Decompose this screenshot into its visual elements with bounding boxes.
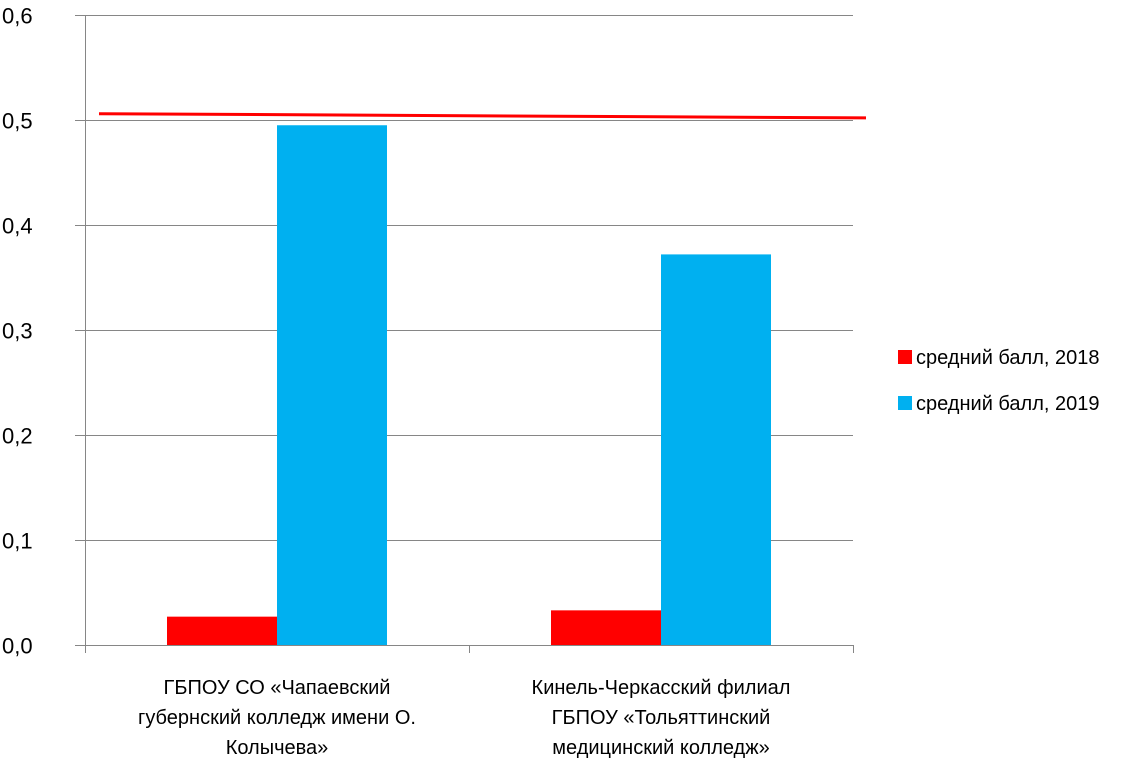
y-tick-label: 0,1 [2, 529, 33, 554]
bars [167, 125, 771, 645]
y-tick-label: 0,3 [2, 319, 33, 344]
y-tick-label: 0,2 [2, 424, 33, 449]
bar-2018-category-2 [551, 610, 661, 645]
x-category-label-line: Кинель-Черкасский филиал [532, 677, 791, 699]
reference-lines [98, 112, 867, 120]
y-tick-label: 0,0 [2, 634, 33, 659]
y-tick-label: 0,5 [2, 109, 33, 134]
reference-line [98, 112, 867, 120]
x-category-label-line: Колычева» [226, 737, 329, 759]
x-category-label-line: медицинский колледж» [552, 737, 769, 759]
legend-label: средний балл, 2019 [916, 393, 1100, 415]
y-tick-labels: 0,0 0,1 0,2 0,3 0,4 0,5 0,6 [2, 4, 33, 659]
y-tick-label: 0,6 [2, 4, 33, 29]
legend-swatch [898, 396, 912, 410]
x-category-label-line: ГБПОУ СО «Чапаевский [164, 677, 391, 699]
x-category-labels: ГБПОУ СО «Чапаевский губернский колледж и… [138, 677, 790, 759]
x-category-label-line: ГБПОУ «Тольяттинский [552, 707, 771, 729]
x-category-label-line: губернский колледж имени О. [138, 707, 416, 729]
legend-label: средний балл, 2018 [916, 347, 1100, 369]
legend-swatch [898, 350, 912, 364]
axes [75, 15, 854, 653]
bar-2019-category-2 [661, 254, 771, 645]
legend: средний балл, 2018 средний балл, 2019 [898, 347, 1100, 415]
y-tick-label: 0,4 [2, 214, 33, 239]
bar-2019-category-1 [277, 125, 387, 645]
bar-2018-category-1 [167, 616, 277, 645]
